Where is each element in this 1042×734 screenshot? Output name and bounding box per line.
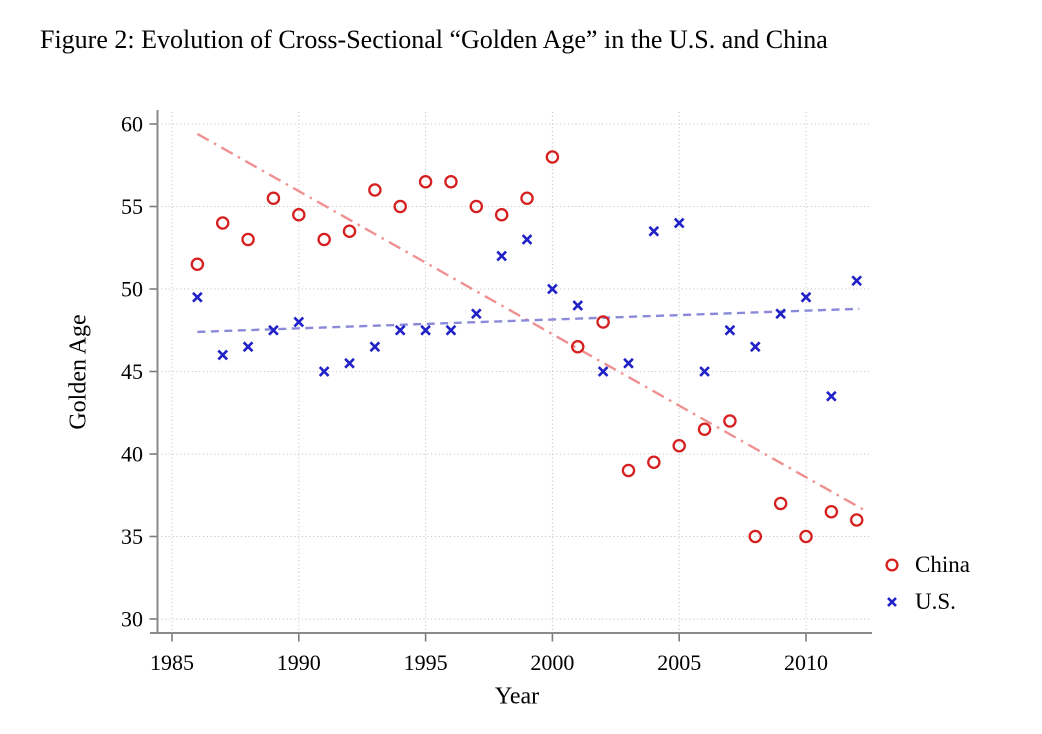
china-data-point xyxy=(241,232,255,247)
china-data-point xyxy=(748,529,763,544)
x-axis-title: Year xyxy=(494,683,540,710)
china-data-point xyxy=(418,174,433,189)
us-data-point xyxy=(344,357,355,369)
us-data-point xyxy=(318,366,330,377)
china-data-point xyxy=(571,339,585,354)
us-data-point xyxy=(673,217,685,229)
us-data-point xyxy=(217,349,229,361)
us-data-point xyxy=(724,324,736,336)
china-data-point xyxy=(621,463,636,478)
china-data-point xyxy=(672,438,686,453)
y-axis-tick-label: 40 xyxy=(121,442,143,467)
us-data-point xyxy=(648,225,660,237)
us-data-point xyxy=(749,341,761,353)
us-data-point xyxy=(394,324,406,336)
us-data-point xyxy=(826,390,837,402)
us-data-point xyxy=(369,341,381,353)
china-data-point xyxy=(317,232,331,247)
us-data-point xyxy=(851,275,863,287)
us-data-point xyxy=(242,341,254,353)
china-circle-marker-icon xyxy=(884,557,900,573)
china-data-point xyxy=(520,191,534,205)
china-data-point xyxy=(215,216,230,230)
china-data-point xyxy=(596,315,610,329)
china-data-point xyxy=(824,504,839,519)
china-data-point xyxy=(849,513,864,527)
x-axis-tick-label: 2005 xyxy=(657,650,701,675)
china-data-point xyxy=(469,199,484,214)
china-data-point xyxy=(697,422,712,436)
x-axis-tick-label: 2010 xyxy=(784,650,828,675)
us-data-point xyxy=(420,324,431,336)
x-axis-tick-label: 2000 xyxy=(530,650,574,675)
y-axis-tick-label: 45 xyxy=(121,359,143,384)
y-axis-title: Golden Age xyxy=(65,314,92,430)
us-data-point xyxy=(547,283,558,295)
us-data-point xyxy=(775,308,786,320)
x-axis-tick-label: 1995 xyxy=(404,650,448,675)
legend-entry-china: China xyxy=(884,552,970,578)
us-data-point xyxy=(268,324,279,336)
china-data-point xyxy=(292,207,306,222)
us-data-point xyxy=(521,234,533,245)
china-data-point xyxy=(266,191,281,205)
china-data-point xyxy=(393,199,407,214)
china-data-point xyxy=(368,183,382,197)
china-data-point xyxy=(545,150,560,164)
us-trend-line xyxy=(197,307,860,334)
y-axis-tick-label: 60 xyxy=(121,112,143,137)
x-axis-tick-label: 1985 xyxy=(150,650,194,675)
us-data-point xyxy=(293,316,305,328)
china-data-point xyxy=(342,224,357,238)
us-data-point xyxy=(597,366,609,377)
us-data-point xyxy=(699,366,710,377)
china-data-point xyxy=(494,207,509,222)
china-data-point xyxy=(773,496,788,511)
us-data-point xyxy=(192,291,203,303)
us-data-point xyxy=(471,308,482,320)
legend-label-china: China xyxy=(915,552,970,577)
china-data-point xyxy=(444,174,458,189)
y-axis-tick-label: 35 xyxy=(121,524,143,549)
x-axis-tick-label: 1990 xyxy=(277,650,321,675)
us-data-point xyxy=(623,357,634,369)
y-axis-tick-label: 55 xyxy=(121,194,143,219)
us-data-point xyxy=(445,324,457,336)
y-axis-tick-label: 30 xyxy=(121,607,143,632)
us-data-point xyxy=(496,250,507,262)
china-data-point xyxy=(647,455,661,469)
us-x-marker-icon xyxy=(884,594,900,610)
us-data-point xyxy=(800,291,812,303)
us-data-point xyxy=(572,300,584,311)
y-axis-tick-label: 50 xyxy=(121,277,143,302)
china-data-point xyxy=(190,257,205,271)
china-data-point xyxy=(799,529,813,544)
legend-label-us: U.S. xyxy=(915,589,956,614)
legend: China U.S. xyxy=(884,552,970,615)
figure-title: Figure 2: Evolution of Cross-Sectional “… xyxy=(40,25,828,54)
china-trend-line xyxy=(196,132,865,512)
legend-entry-us: U.S. xyxy=(884,589,970,615)
china-data-point xyxy=(723,414,737,428)
